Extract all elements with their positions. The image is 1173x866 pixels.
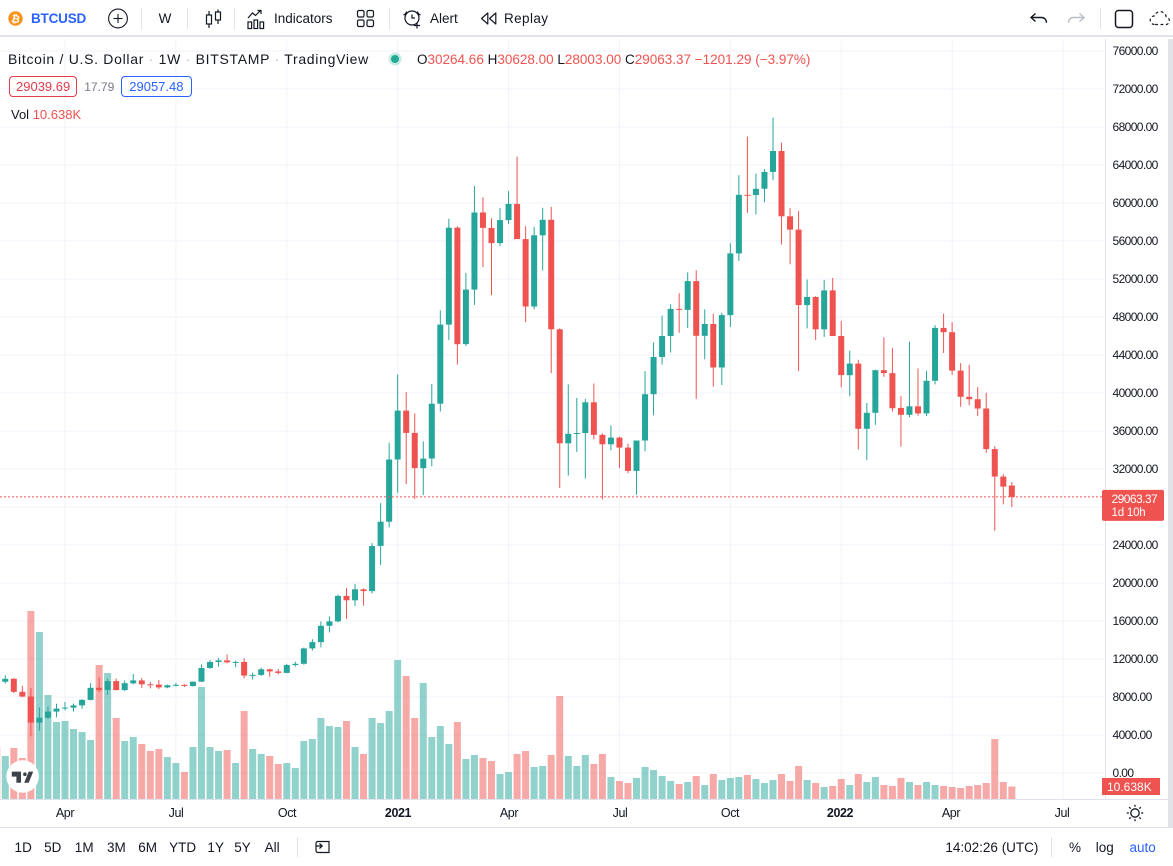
svg-text:10.638K: 10.638K <box>1107 780 1152 794</box>
svg-text:Apr: Apr <box>500 806 518 820</box>
svg-text:Oct: Oct <box>721 806 740 820</box>
svg-text:Apr: Apr <box>56 806 74 820</box>
svg-text:56000.00: 56000.00 <box>1113 234 1159 248</box>
svg-text:Jul: Jul <box>1055 806 1070 820</box>
svg-text:48000.00: 48000.00 <box>1113 310 1159 324</box>
svg-text:76000.00: 76000.00 <box>1113 44 1159 58</box>
svg-text:64000.00: 64000.00 <box>1113 158 1159 172</box>
svg-text:Jul: Jul <box>169 806 184 820</box>
svg-text:40000.00: 40000.00 <box>1113 386 1159 400</box>
svg-text:0.00: 0.00 <box>1113 766 1135 780</box>
svg-text:Jul: Jul <box>613 806 628 820</box>
svg-text:12000.00: 12000.00 <box>1113 652 1159 666</box>
svg-text:8000.00: 8000.00 <box>1113 690 1153 704</box>
svg-text:68000.00: 68000.00 <box>1113 120 1159 134</box>
svg-text:Oct: Oct <box>278 806 297 820</box>
svg-text:29063.37: 29063.37 <box>1112 492 1159 506</box>
svg-text:60000.00: 60000.00 <box>1113 196 1159 210</box>
svg-text:44000.00: 44000.00 <box>1113 348 1159 362</box>
svg-text:52000.00: 52000.00 <box>1113 272 1159 286</box>
svg-text:2021: 2021 <box>385 806 412 820</box>
svg-text:Apr: Apr <box>942 806 960 820</box>
svg-text:20000.00: 20000.00 <box>1113 576 1159 590</box>
svg-text:16000.00: 16000.00 <box>1113 614 1159 628</box>
svg-text:4000.00: 4000.00 <box>1113 728 1153 742</box>
svg-text:24000.00: 24000.00 <box>1113 538 1159 552</box>
svg-text:72000.00: 72000.00 <box>1113 82 1159 96</box>
svg-text:1d 10h: 1d 10h <box>1112 507 1146 519</box>
svg-text:36000.00: 36000.00 <box>1113 424 1159 438</box>
svg-text:2022: 2022 <box>827 806 854 820</box>
svg-text:32000.00: 32000.00 <box>1113 462 1159 476</box>
